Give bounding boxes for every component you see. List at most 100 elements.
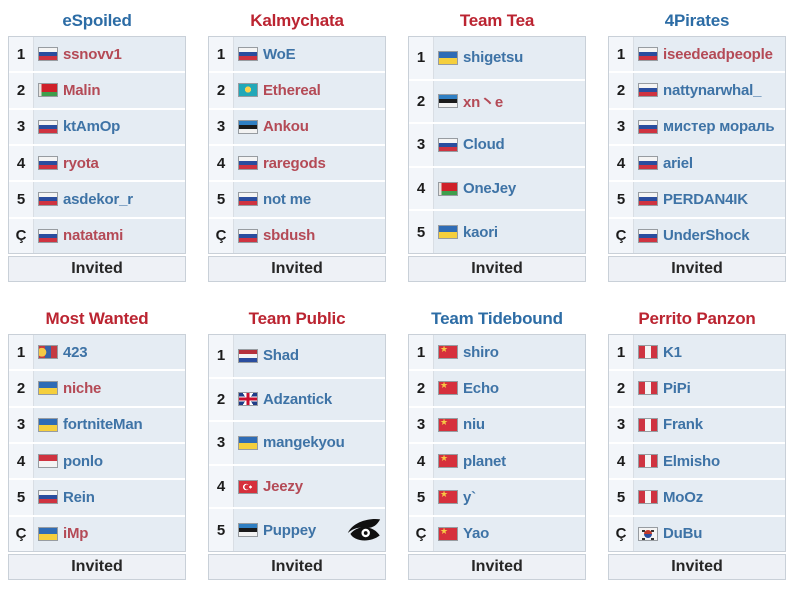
player-name-link[interactable]: Ankou [263,118,309,136]
player-cell: Ankou [234,109,385,144]
player-cell: ponlo [34,443,185,479]
player-name-link[interactable]: ariel [663,154,693,172]
flag-united-kingdom-icon [238,392,258,407]
team-name-link[interactable]: Perrito Panzon [638,309,756,328]
player-name-link[interactable]: xn丶e [463,93,504,111]
flag-russia-icon [38,490,58,505]
player-slot-number: 4 [209,145,234,181]
player-name-link[interactable]: kaori [463,223,498,241]
team-secret-logo-icon [347,519,381,542]
player-name-link[interactable]: asdekor_r [63,190,133,208]
player-cell: PiPi [634,371,785,406]
team-name-link[interactable]: Team Public [248,309,346,328]
player-name-link[interactable]: Yao [463,525,490,543]
player-cell: fortniteMan [34,407,185,442]
team-name-link[interactable]: Team Tea [459,11,535,30]
player-name-link[interactable]: iMp [63,525,89,543]
player-cell: xn丶e [434,80,585,123]
invited-status: Invited [8,256,186,282]
team-name-link[interactable]: Most Wanted [45,309,149,328]
player-cell: sbdush [234,218,385,253]
roster-row: 2 Adzantick [209,378,385,421]
player-cell: ssnovv1 [34,37,185,72]
player-name-link[interactable]: shiro [463,343,499,361]
player-cell: shiro [434,335,585,370]
player-name-link[interactable]: Rein [63,488,95,506]
roster-row: 4 planet [409,443,585,479]
player-name-link[interactable]: y` [463,488,476,506]
player-name-link[interactable]: ryota [63,154,99,172]
flag-russia-icon [238,156,258,171]
player-name-link[interactable]: Puppey [263,521,316,539]
player-name-link[interactable]: natatami [63,227,124,245]
player-name-link[interactable]: shigetsu [463,49,524,67]
player-slot-number: 2 [409,371,434,406]
player-slot-number: 2 [609,371,634,406]
player-name-link[interactable]: Jeezy [263,478,303,496]
player-name-link[interactable]: raregods [263,154,326,172]
player-name-link[interactable]: ssnovv1 [63,45,122,63]
team-card: eSpoiled 1 ssnovv1 2 Malin 3 ktAmOp 4 ryota 5 asde… [8,8,186,282]
flag-belarus-icon [438,181,458,196]
player-name-link[interactable]: iseedeadpeople [663,45,773,63]
player-name-link[interactable]: not me [263,190,311,208]
flag-russia-icon [238,192,258,207]
roster-row: 1 shigetsu [409,37,585,79]
player-name-link[interactable]: mangekyou [263,434,345,452]
player-name-link[interactable]: Echo [463,379,499,397]
player-name-link[interactable]: nattynarwhal_ [663,81,762,99]
flag-turkey-icon [238,479,258,494]
roster-row: 3 ktAmOp [9,109,185,144]
player-name-link[interactable]: ponlo [63,452,103,470]
player-name-link[interactable]: niche [63,379,102,397]
player-cell: ryota [34,145,185,181]
player-name-link[interactable]: K1 [663,343,682,361]
player-cell: Rein [34,480,185,515]
team-name-link[interactable]: Team Tidebound [431,309,563,328]
player-name-link[interactable]: fortniteMan [63,416,143,434]
roster-row: 5 MoOz [609,480,785,515]
team-name-link[interactable]: eSpoiled [62,11,132,30]
flag-russia-icon [638,228,658,243]
player-slot-number: 3 [9,109,34,144]
player-name-link[interactable]: Shad [263,347,299,365]
player-slot-number: 1 [209,335,234,377]
player-name-link[interactable]: sbdush [263,227,316,245]
player-name-link[interactable]: Elmisho [663,452,720,470]
roster-row: 5 kaori [409,211,585,253]
flag-estonia-icon [438,94,458,109]
player-name-link[interactable]: DuBu [663,525,703,543]
player-name-link[interactable]: niu [463,416,485,434]
roster-row: Ç UnderShock [609,218,785,253]
player-slot-number: 3 [209,422,234,464]
player-name-link[interactable]: Malin [63,81,101,99]
invited-status: Invited [608,256,786,282]
player-name-link[interactable]: 423 [63,343,88,361]
invited-status: Invited [208,554,386,580]
player-name-link[interactable]: OneJey [463,180,516,198]
player-name-link[interactable]: planet [463,452,506,470]
player-name-link[interactable]: MoOz [663,488,704,506]
flag-china-icon [438,526,458,541]
player-name-link[interactable]: WoE [263,45,296,63]
player-name-link[interactable]: Cloud [463,136,505,154]
player-name-link[interactable]: Adzantick [263,390,333,408]
player-slot-number: 1 [209,37,234,72]
team-name-link[interactable]: Kalmychata [250,11,344,30]
player-name-link[interactable]: Frank [663,416,703,434]
roster-row: 2 Echo [409,371,585,406]
roster-row: 3 Frank [609,407,785,442]
player-name-link[interactable]: мистер мораль [663,118,775,136]
team-name-link[interactable]: 4Pirates [664,11,730,30]
player-name-link[interactable]: PERDAN4IK [663,190,748,208]
player-cell: asdekor_r [34,182,185,217]
player-slot-number: 4 [609,145,634,181]
flag-russia-icon [38,228,58,243]
player-name-link[interactable]: ktAmOp [63,118,121,136]
player-slot-number: 3 [609,109,634,144]
player-name-link[interactable]: UnderShock [663,227,750,245]
player-name-link[interactable]: Ethereal [263,81,321,99]
player-name-link[interactable]: PiPi [663,379,691,397]
